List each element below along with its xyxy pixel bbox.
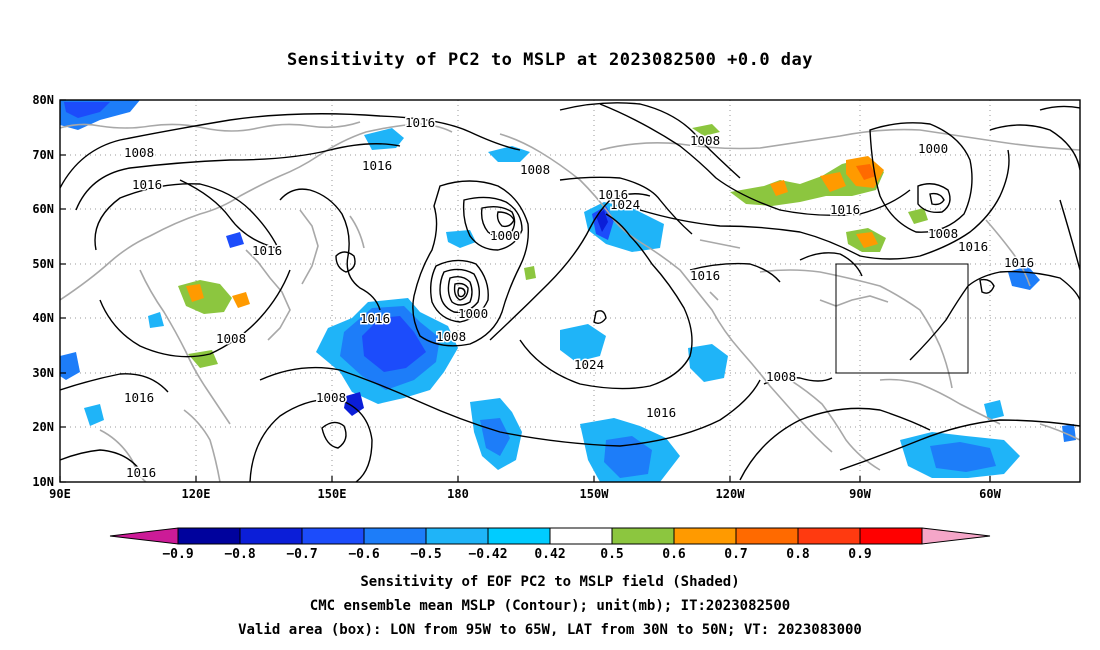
contour-label: 1000: [458, 306, 488, 321]
colorbar-tick-label: −0.7: [286, 547, 317, 562]
lat-label: 30N: [32, 366, 54, 380]
colorbar-tick-label: 0.42: [534, 547, 565, 562]
contour-label: 1008: [520, 162, 550, 177]
colorbar-tick-label: 0.6: [662, 547, 686, 562]
contour-label: 1016: [830, 202, 860, 217]
coastlines: [60, 121, 1080, 482]
colorbar: −0.9 −0.8 −0.7 −0.6 −0.5 −0.42 0.42 0.5 0.6 0.7 0.…: [109, 527, 991, 562]
colorbar-tick-label: −0.5: [410, 547, 441, 562]
valid-area-box: [835, 263, 969, 374]
colorbar-tick-label: 0.9: [848, 547, 871, 562]
lon-label: 180: [447, 487, 469, 501]
caption-line-3: Valid area (box): LON from 95W to 65W, L…: [238, 622, 862, 638]
colorbar-box: [735, 527, 799, 545]
map-border: [59, 99, 1081, 483]
colorbar-box: [487, 527, 551, 545]
lat-label: 10N: [32, 475, 54, 489]
contour-label: 1016: [598, 187, 628, 202]
colorbar-box: [611, 527, 675, 545]
colorbar-box: [425, 527, 489, 545]
colorbar-box: [239, 527, 303, 545]
colorbar-min-arrow: [109, 527, 179, 545]
colorbar-tick-label: −0.8: [224, 547, 255, 562]
lat-label: 60N: [32, 202, 54, 216]
contour-label: 1016: [124, 390, 154, 405]
colorbar-tick-label: −0.6: [348, 547, 379, 562]
colorbar-tick-label: 0.5: [600, 547, 623, 562]
latitude-axis: 80N 70N 60N 50N 40N 30N 20N 10N: [32, 93, 66, 489]
contour-label: 1000: [918, 141, 948, 156]
colorbar-box: [549, 527, 613, 545]
lon-label: 120W: [716, 487, 746, 501]
lon-label: 60W: [979, 487, 1001, 501]
lon-label: 90E: [49, 487, 71, 501]
lat-label: 50N: [32, 257, 54, 271]
colorbar-box: [673, 527, 737, 545]
contour-label: 1008: [766, 369, 796, 384]
contour-label: 1024: [610, 197, 640, 212]
contour-label: 1016: [360, 311, 390, 326]
contour-label-group: 1016 1008 1016 1016 1008 1016 1016 1008 …: [123, 114, 1036, 482]
contour-label: 1008: [928, 226, 958, 241]
contour-label: 1016: [252, 243, 282, 258]
map-area: [60, 100, 1080, 482]
colorbar-max-arrow: [921, 527, 991, 545]
colorbar-box: [363, 527, 427, 545]
contour-label: 1008: [690, 133, 720, 148]
lat-label: 40N: [32, 311, 54, 325]
lon-label: 90W: [849, 487, 871, 501]
longitude-axis: 90E 120E 150E 180 150W 120W 90W 60W: [49, 476, 1002, 501]
contour-label: 1016: [958, 239, 988, 254]
colorbar-tick-label: −0.9: [162, 547, 193, 562]
map-title: Sensitivity of PC2 to MSLP at 2023082500…: [286, 50, 813, 70]
caption-line-2: CMC ensemble mean MSLP (Contour); unit(m…: [309, 598, 791, 614]
contour-label: 1016: [646, 405, 676, 420]
contour-label: 1016: [690, 268, 720, 283]
contour-label: 1008: [216, 331, 246, 346]
contour-label: 1016: [126, 465, 156, 480]
colorbar-tick-label: 0.8: [786, 547, 810, 562]
contour-label: 1008: [316, 390, 346, 405]
lat-label: 70N: [32, 148, 54, 162]
contour-label: 1016: [362, 158, 392, 173]
colorbar-box: [301, 527, 365, 545]
contour-label: 1008: [124, 145, 154, 160]
contour-label: 1016: [1004, 255, 1034, 270]
lon-label: 120E: [182, 487, 211, 501]
lat-label: 20N: [32, 420, 54, 434]
colorbar-tick-label: 0.7: [724, 547, 747, 562]
caption-line-1: Sensitivity of EOF PC2 to MSLP field (Sh…: [360, 574, 740, 590]
colorbar-tick-label: −0.42: [468, 547, 507, 562]
contour-label: 1008: [436, 329, 466, 344]
lon-label: 150W: [580, 487, 610, 501]
colorbar-box: [859, 527, 923, 545]
lat-label: 80N: [32, 93, 54, 107]
contour-label: 1000: [490, 228, 520, 243]
contour-label: 1016: [405, 115, 435, 130]
lon-label: 150E: [318, 487, 347, 501]
mslp-contours: [60, 102, 1080, 482]
contour-label: 1024: [574, 357, 604, 372]
colorbar-box: [177, 527, 241, 545]
colorbar-box: [797, 527, 861, 545]
contour-label: 1016: [132, 177, 162, 192]
